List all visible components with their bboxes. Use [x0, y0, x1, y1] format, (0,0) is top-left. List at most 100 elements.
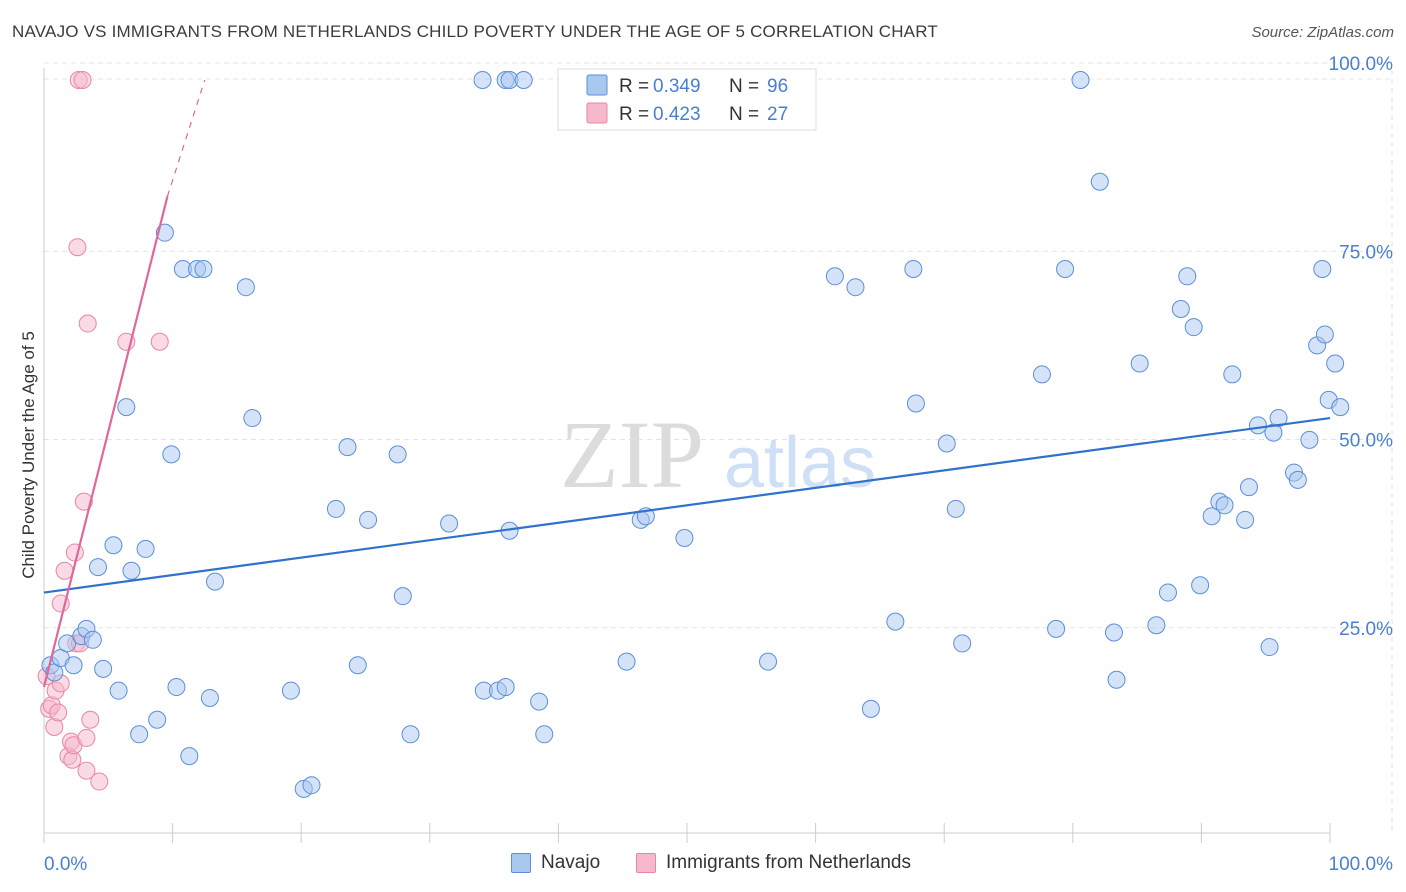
navajo-point: [1071, 71, 1090, 89]
navajo-point: [1326, 354, 1345, 373]
navajo-point: [348, 656, 367, 675]
grid-lines: [44, 62, 1393, 833]
legend-r-value-netherlands: 0.423: [653, 104, 701, 125]
legend-swatch-netherlands: [586, 102, 608, 124]
y-tick-label: 50.0%: [1339, 431, 1393, 452]
navajo-point: [759, 652, 778, 671]
navajo-point: [302, 776, 321, 795]
navajo-point: [148, 710, 167, 729]
legend-box: R = 0.349 N = 96 R = 0.423 N = 27: [557, 68, 817, 131]
navajo-point: [906, 394, 925, 413]
navajo-point: [496, 678, 515, 697]
legend-r-value-navajo: 0.349: [653, 76, 701, 97]
navajo-point: [155, 223, 174, 242]
netherlands-point: [81, 710, 100, 729]
netherlands-point: [78, 314, 97, 333]
navajo-point: [1248, 416, 1267, 435]
legend-item-navajo[interactable]: Navajo: [511, 852, 600, 874]
navajo-point: [1184, 318, 1203, 337]
legend-label-navajo: Navajo: [541, 852, 601, 873]
navajo-point: [1315, 325, 1334, 344]
legend-swatch-navajo: [586, 74, 608, 96]
navajo-point: [167, 678, 186, 697]
y-tick-label: 100.0%: [1329, 54, 1394, 75]
navajo-point: [535, 725, 554, 744]
navajo-point: [162, 445, 181, 464]
chart-title: NAVAJO VS IMMIGRANTS FROM NETHERLANDS CH…: [12, 22, 938, 41]
navajo-point: [326, 499, 345, 518]
legend-item-netherlands[interactable]: Immigrants from Netherlands: [636, 852, 911, 874]
navajo-point: [825, 267, 844, 286]
navajo-point: [281, 681, 300, 700]
legend-n-value-netherlands: 27: [767, 104, 788, 125]
tick-labels: 0.0% 100.0% 25.0% 50.0% 75.0% 100.0%: [44, 54, 1393, 875]
navajo-point: [617, 652, 636, 671]
netherlands-point: [65, 543, 84, 562]
netherlands-point: [90, 772, 109, 791]
navajo-point: [861, 699, 880, 718]
navajo-point: [58, 634, 77, 653]
navajo-point: [1171, 300, 1190, 319]
navajo-point: [1239, 478, 1258, 497]
navajo-point: [1260, 638, 1279, 657]
legend-label-netherlands: Immigrants from Netherlands: [666, 852, 911, 873]
navajo-point: [1191, 576, 1210, 595]
navajo-point: [236, 278, 255, 297]
navajo-point: [440, 514, 459, 533]
legend-r-label-navajo: R =: [619, 76, 649, 97]
navajo-point: [401, 725, 420, 744]
netherlands-point: [77, 761, 96, 780]
navajo-trend-line: [43, 416, 1331, 594]
netherlands-point: [74, 492, 93, 511]
navajo-point: [136, 539, 155, 558]
netherlands-trend-line: [42, 196, 169, 688]
legend-n-label-netherlands: N =: [729, 104, 759, 125]
navajo-point: [1056, 260, 1075, 279]
navajo-point: [194, 260, 213, 279]
navajo-point: [1300, 430, 1319, 449]
navajo-point: [1032, 365, 1051, 384]
legend-swatch-netherlands-bottom: [636, 853, 656, 873]
x-tick-label: 100.0%: [1329, 854, 1394, 875]
netherlands-point: [55, 561, 74, 580]
navajo-point: [388, 445, 407, 464]
navajo-point: [1090, 172, 1109, 191]
navajo-point: [530, 692, 549, 711]
netherlands-point: [68, 238, 87, 257]
x-tick-label: 0.0%: [44, 854, 87, 875]
trend-lines: [42, 79, 1331, 688]
navajo-point: [1331, 398, 1350, 417]
y-axis-label: Child Poverty Under the Age of 5: [19, 331, 38, 579]
navajo-point: [1288, 470, 1307, 489]
navajo-point: [1158, 583, 1177, 602]
navajo-point: [64, 656, 83, 675]
netherlands-trend-extension: [166, 79, 206, 197]
navajo-point: [109, 681, 128, 700]
netherlands-series: [37, 71, 169, 791]
navajo-point: [206, 572, 225, 591]
legend-r-label-netherlands: R =: [619, 104, 649, 125]
navajo-point: [946, 499, 965, 518]
netherlands-point: [77, 728, 96, 747]
navajo-point: [1130, 354, 1149, 373]
navajo-point: [338, 438, 357, 457]
navajo-point: [675, 529, 694, 548]
legend-n-value-navajo: 96: [767, 76, 788, 97]
navajo-point: [393, 587, 412, 606]
navajo-point: [1269, 409, 1288, 428]
navajo-point: [1104, 623, 1123, 642]
navajo-point: [180, 747, 199, 766]
navajo-point: [473, 71, 492, 89]
navajo-point: [1147, 616, 1166, 635]
navajo-point: [937, 434, 956, 453]
navajo-point: [117, 398, 136, 417]
navajo-point: [904, 260, 923, 279]
navajo-point: [1236, 510, 1255, 529]
navajo-point: [1178, 267, 1197, 286]
navajo-point: [89, 558, 108, 577]
watermark: ZIP atlas: [560, 401, 876, 508]
legend-swatch-navajo-bottom: [511, 853, 531, 873]
navajo-point: [122, 561, 141, 580]
navajo-point: [1313, 260, 1332, 279]
